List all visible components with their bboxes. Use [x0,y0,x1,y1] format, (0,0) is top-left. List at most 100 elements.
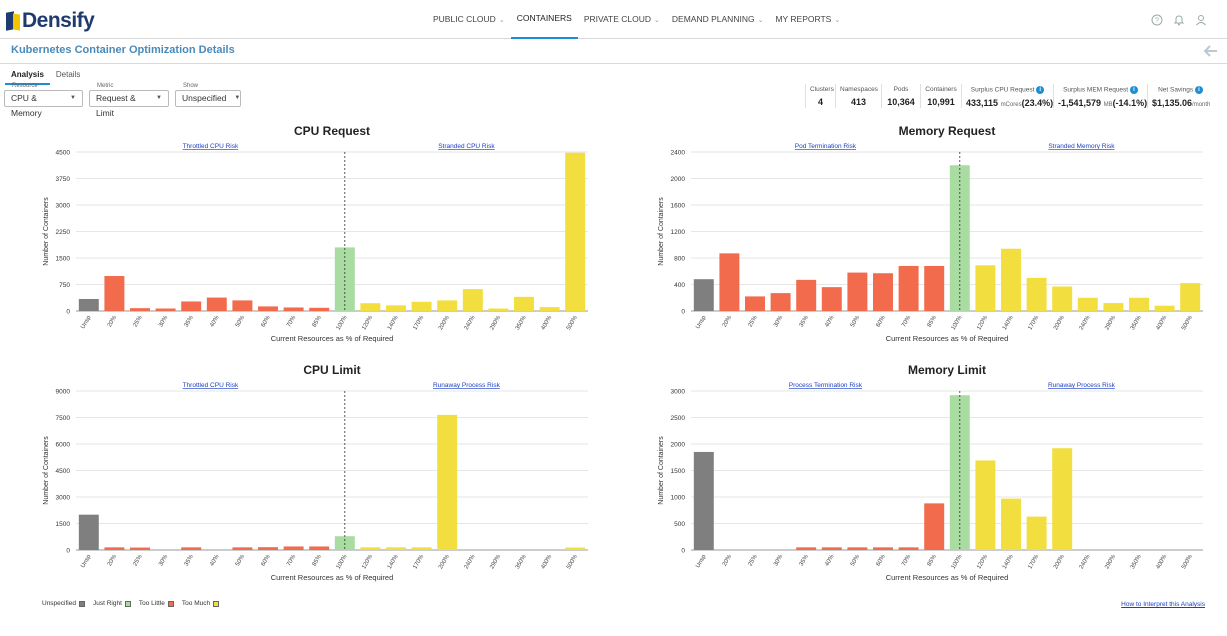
right-risk-link: Runaway Process Risk [1048,382,1116,389]
metric-select[interactable]: Request & Limit ▼ [89,90,169,118]
x-tick-label: 30% [158,314,170,328]
x-tick-label: 400% [540,314,553,331]
legend-item-too-much: Too Much [182,600,220,607]
bar [437,300,458,311]
bar [360,547,381,550]
show-select[interactable]: Unspecified ▼ [175,90,241,107]
bar [693,451,714,550]
title-bar: Kubernetes Container Optimization Detail… [0,39,1227,64]
chart-title: CPU Limit [303,363,360,377]
logo-mark-icon [6,11,20,31]
svg-text:?: ? [1155,18,1159,25]
x-axis-label: Current Resources as % of Required [886,573,1009,582]
x-tick-label: Unsp [695,314,708,330]
y-tick-label: 1500 [671,468,686,475]
bar [181,301,202,311]
bar [1129,297,1149,311]
stat-value-number: $1,135.06 [1152,98,1193,108]
x-tick-label: 500% [566,553,579,570]
chart-memory-request: Memory Request 0 400 800 1200 1600 2000 2400 Num… [655,120,1215,350]
x-tick-label: 200% [438,553,451,570]
x-tick-label: 85% [927,553,939,567]
x-tick-label: 85% [927,314,939,328]
bar [873,273,893,311]
nav-item-public-cloud[interactable]: PUBLIC CLOUD ⌄ [427,0,511,39]
tab-analysis[interactable]: Analysis [5,68,50,85]
x-tick-label: 85% [312,553,324,567]
show-select-value: Unspecified [182,93,227,103]
bar [411,301,432,311]
y-tick-label: 500 [674,521,685,528]
x-tick-label: 35% [799,553,811,567]
x-tick-label: 170% [412,553,425,570]
interpret-analysis-link[interactable]: How to Interpret this Analysis [1121,601,1205,608]
bell-icon[interactable] [1173,13,1185,26]
bar [258,547,278,550]
main-nav: PUBLIC CLOUD ⌄ CONTAINERS PRIVATE CLOUD ⌄ … [427,0,846,39]
x-tick-label: 120% [361,314,374,331]
bar [514,296,534,311]
stat-pods: Pods 10,364 [881,84,920,108]
x-tick-label: 20% [722,553,734,567]
y-tick-label: 0 [66,548,70,555]
stat-label: Surplus MEM Request i [1058,86,1143,94]
legend-swatch [213,600,220,607]
tab-details[interactable]: Details [55,70,81,79]
x-tick-label: 100% [951,553,964,570]
x-tick-label: 70% [901,553,913,567]
x-tick-label: 60% [876,314,888,328]
densify-logo[interactable]: Densify [6,9,95,33]
info-icon[interactable]: i [1036,86,1045,94]
y-axis-label: Number of Containers [43,197,50,266]
y-tick-label: 3000 [56,203,71,210]
bar [949,165,970,311]
user-icon[interactable] [1195,13,1207,26]
y-tick-label: 2000 [671,442,686,449]
resource-select-value: CPU & Memory [11,93,42,118]
bar [232,547,253,550]
x-tick-label: 290% [489,314,502,331]
bar [847,272,868,311]
stat-clusters: Clusters 4 [805,84,835,108]
bar [462,289,483,311]
y-tick-label: 0 [681,548,685,555]
stat-value-number: 433,115 [966,98,999,108]
x-tick-label: 20% [722,314,734,328]
back-arrow-icon[interactable] [1203,43,1219,59]
x-tick-label: 85% [312,314,324,328]
right-risk-link: Runaway Process Risk [433,382,501,389]
x-tick-label: 30% [158,553,170,567]
stat-surplus-cpu-request: Surplus CPU Request i 433,115 mCores(23.… [961,84,1053,108]
x-tick-label: 50% [235,314,247,328]
x-tick-label: 200% [1053,553,1066,570]
stat-value: 10,991 [927,97,955,107]
resource-select[interactable]: CPU & Memory ▼ [4,90,83,118]
y-tick-label: 4500 [56,150,71,157]
y-axis-label: Number of Containers [43,436,50,505]
bar [360,303,381,311]
top-icons: ? [1151,13,1207,26]
nav-item-my-reports[interactable]: MY REPORTS ⌄ [769,0,846,39]
bar [411,547,432,550]
chart-svg: Memory Limit 0 500 1000 1500 2000 2500 3000 Numb… [658,363,1203,582]
nav-item-containers[interactable]: CONTAINERS [510,0,578,39]
nav-item-demand-planning[interactable]: DEMAND PLANNING ⌄ [666,0,770,39]
nav-item-private-cloud[interactable]: PRIVATE CLOUD ⌄ [578,0,666,39]
help-icon[interactable]: ? [1151,13,1163,26]
bar [1180,283,1201,311]
info-icon[interactable]: i [1194,86,1203,94]
bar [873,547,893,550]
bar [181,547,202,550]
x-tick-label: 70% [286,553,298,567]
y-tick-label: 0 [681,309,685,316]
bar [796,279,817,311]
chevron-down-icon: ⌄ [757,17,764,24]
summary-stats: Clusters 4 Namespaces 413 Pods 10,364 Co… [805,84,1213,108]
nav-item-label: MY REPORTS [775,14,832,24]
info-icon[interactable]: i [1129,86,1138,94]
page-title: Kubernetes Container Optimization Detail… [11,44,235,56]
stat-value-number: -1,541,579 [1058,98,1102,108]
y-tick-label: 3000 [671,389,686,396]
chevron-down-icon: ⌄ [834,17,841,24]
bar [745,296,765,311]
